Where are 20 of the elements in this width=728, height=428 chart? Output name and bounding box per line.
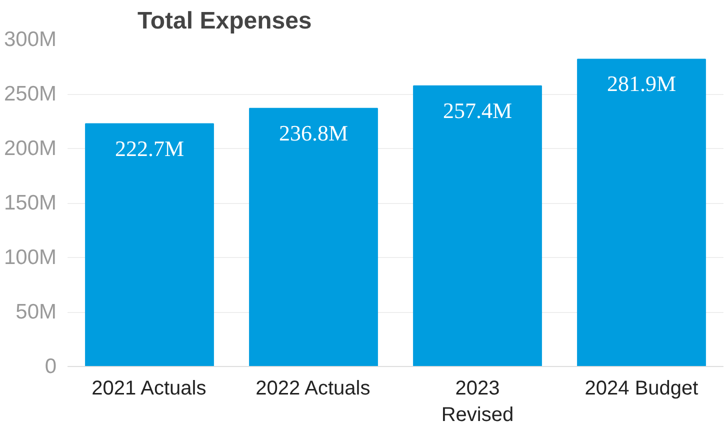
y-tick-label: 200M	[4, 137, 56, 160]
data-label: 281.9M	[606, 71, 676, 96]
y-tick-label: 250M	[4, 82, 56, 106]
y-tick-label: 100M	[4, 246, 56, 269]
y-tick-label: 50M	[16, 300, 57, 324]
x-tick-label: 2021 Actuals	[92, 378, 206, 400]
y-tick-label: 0	[44, 355, 57, 378]
y-tick-label: 150M	[4, 192, 56, 214]
bar	[413, 85, 542, 366]
bar	[85, 123, 214, 366]
bar	[249, 108, 378, 366]
chart-title: Total Expenses	[138, 8, 312, 34]
data-label: 257.4M	[442, 98, 512, 123]
y-tick-label: 300M	[4, 28, 56, 51]
x-tick-label: 2023 Revised	[441, 378, 514, 426]
x-tick-label: 2022 Actuals	[256, 378, 370, 400]
bar	[577, 58, 706, 366]
data-label: 236.8M	[278, 120, 348, 146]
data-label: 222.7M	[114, 136, 184, 161]
x-tick-label: 2024 Budget	[584, 378, 699, 400]
